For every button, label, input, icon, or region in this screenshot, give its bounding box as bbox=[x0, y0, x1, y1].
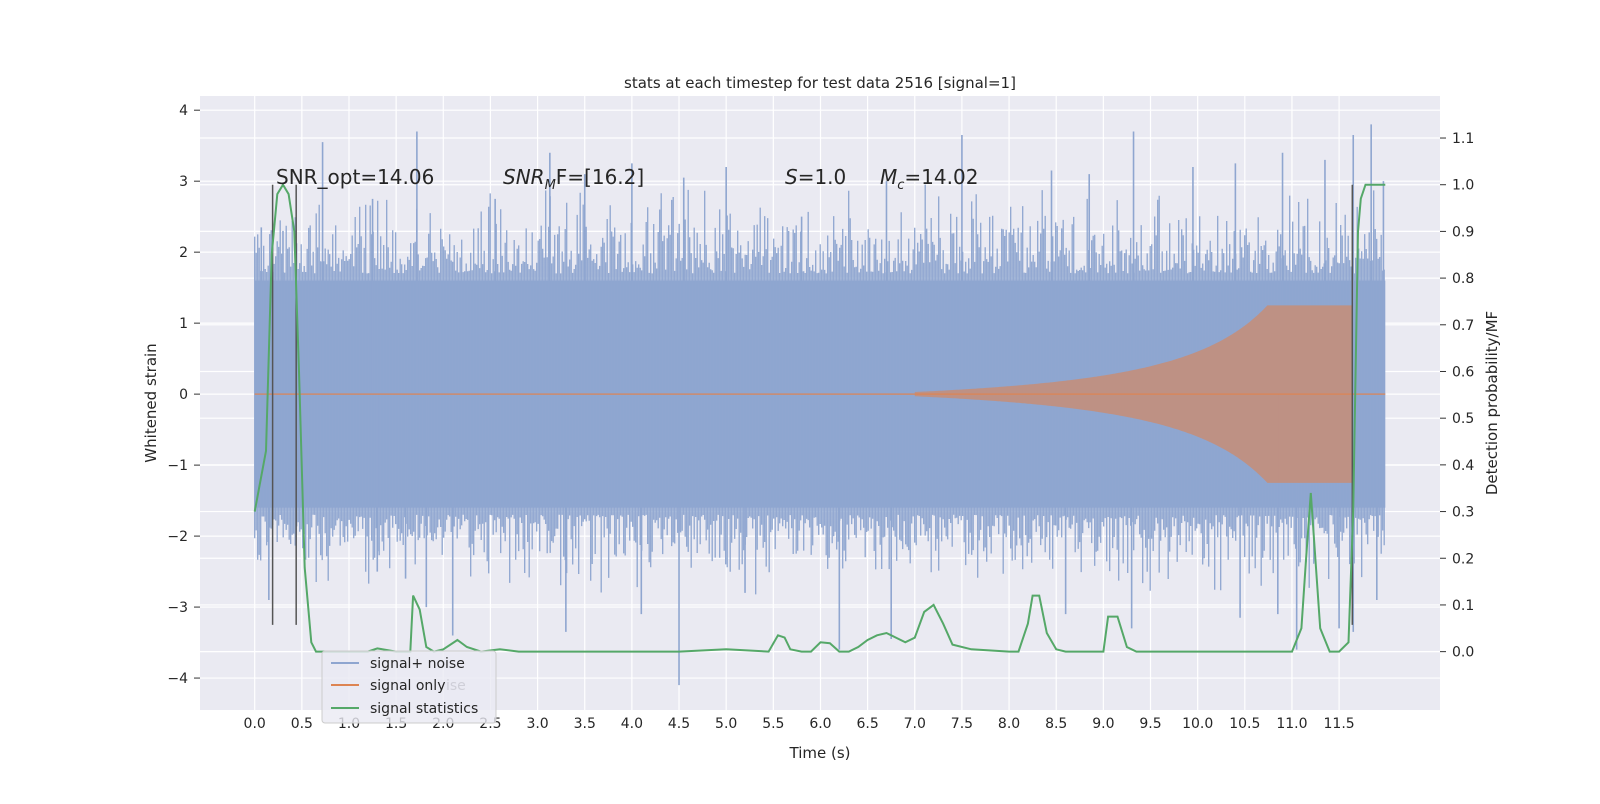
x-tick-label: 11.5 bbox=[1324, 716, 1355, 732]
stats-line bbox=[253, 182, 1386, 653]
x-tick-label: 7.0 bbox=[904, 716, 926, 732]
x-tick-label: 8.0 bbox=[998, 716, 1020, 732]
x-tick-label: 6.5 bbox=[856, 716, 878, 732]
annotation-s: S=1.0 bbox=[785, 165, 846, 189]
y-tick-label: −4 bbox=[167, 671, 188, 687]
y-tick-label: −3 bbox=[167, 600, 188, 616]
x-tick-label: 0.0 bbox=[244, 716, 266, 732]
legend-ghost-text: ise bbox=[446, 678, 466, 694]
x-tick-label: 4.5 bbox=[668, 716, 690, 732]
right-y-tick-label: 1.1 bbox=[1452, 131, 1474, 147]
x-tick-label: 4.0 bbox=[621, 716, 643, 732]
right-y-tick-label: 0.0 bbox=[1452, 645, 1474, 661]
right-y-tick-label: 0.3 bbox=[1452, 505, 1474, 521]
right-y-axis-ticks: 1.1 1.0 0.9 0.8 0.7 0.6 0.5 0.4 0.3 0.2 0.1 0.0 bbox=[1440, 131, 1474, 661]
right-y-tick-label: 0.8 bbox=[1452, 271, 1474, 287]
right-y-tick-label: 0.7 bbox=[1452, 318, 1474, 334]
x-tick-label: 8.5 bbox=[1045, 716, 1067, 732]
legend-label-stats: signal statistics bbox=[370, 701, 478, 717]
right-y-tick-label: 0.1 bbox=[1452, 598, 1474, 614]
x-tick-label: 5.0 bbox=[715, 716, 737, 732]
annotation-mc: Mc=14.02 bbox=[880, 165, 978, 193]
y-tick-label: 4 bbox=[179, 103, 188, 119]
x-tick-label: 3.0 bbox=[526, 716, 548, 732]
right-y-tick-label: 0.4 bbox=[1452, 458, 1474, 474]
right-y-tick-label: 0.9 bbox=[1452, 224, 1474, 240]
y-tick-label: 2 bbox=[179, 245, 188, 261]
y-tick-label: 1 bbox=[179, 316, 188, 332]
legend-box bbox=[321, 650, 497, 724]
signal-statistics-series bbox=[253, 182, 1386, 653]
x-axis-ticks: 0.0 0.5 1.0 1.5 2.0 2.5 3.0 3.5 4.0 4.5 5.0 5.5 6.0 6… bbox=[244, 716, 1355, 732]
legend-label-noise: signal+ noise bbox=[370, 656, 465, 672]
x-tick-label: 5.5 bbox=[762, 716, 784, 732]
chart-title: stats at each timestep for test data 251… bbox=[624, 74, 1016, 92]
right-y-axis-label: Detection probability/MF bbox=[1483, 311, 1501, 495]
y-tick-label: 3 bbox=[179, 174, 188, 190]
x-tick-label: 6.0 bbox=[809, 716, 831, 732]
y-axis-label: Whitened strain bbox=[142, 343, 160, 462]
x-tick-label: 7.5 bbox=[951, 716, 973, 732]
x-tick-label: 9.5 bbox=[1139, 716, 1161, 732]
x-tick-label: 10.0 bbox=[1182, 716, 1213, 732]
right-y-tick-label: 1.0 bbox=[1452, 178, 1474, 194]
x-tick-label: 11.0 bbox=[1276, 716, 1307, 732]
y-tick-label: 0 bbox=[179, 387, 188, 403]
y-axis-ticks: 4 3 2 1 0 −1 −2 −3 −4 bbox=[167, 103, 200, 687]
legend: ise signal+ noise signal only signal sta… bbox=[321, 650, 497, 724]
right-y-tick-label: 0.2 bbox=[1452, 551, 1474, 567]
x-axis-label: Time (s) bbox=[789, 744, 851, 762]
annotation-snr-opt: SNR_opt=14.06 bbox=[276, 165, 434, 189]
x-tick-label: 9.0 bbox=[1092, 716, 1114, 732]
y-tick-label: −1 bbox=[167, 458, 188, 474]
legend-label-signal: signal only bbox=[370, 678, 445, 694]
x-tick-label: 10.5 bbox=[1229, 716, 1260, 732]
signal-envelope bbox=[914, 305, 1353, 483]
right-y-tick-label: 0.6 bbox=[1452, 364, 1474, 380]
x-tick-label: 0.5 bbox=[291, 716, 313, 732]
x-tick-label: 3.5 bbox=[574, 716, 596, 732]
y-tick-label: −2 bbox=[167, 529, 188, 545]
signal-only-series bbox=[254, 305, 1386, 483]
annotation-snr-mf: SNRMF=[16.2] bbox=[503, 165, 644, 193]
right-y-tick-label: 0.5 bbox=[1452, 411, 1474, 427]
